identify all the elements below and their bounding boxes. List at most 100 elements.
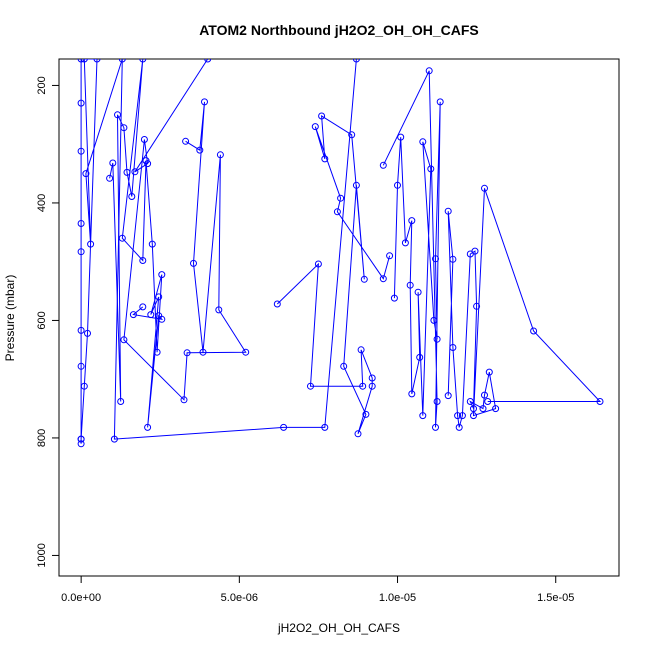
data-point (481, 184, 488, 192)
data-point (190, 259, 197, 267)
data-point (352, 181, 360, 189)
data-point (77, 362, 85, 370)
data-point (430, 316, 438, 324)
data-point (114, 111, 121, 119)
series-line (382, 70, 441, 428)
data-point (80, 59, 88, 63)
data-point (77, 147, 85, 155)
data-point (359, 382, 367, 390)
data-point (386, 252, 394, 260)
series-line (447, 188, 602, 428)
data-point (360, 275, 368, 283)
data-point (466, 398, 474, 405)
data-point (117, 398, 125, 405)
data-point (416, 353, 424, 361)
data-point (139, 257, 147, 264)
data-point (337, 194, 345, 202)
data-point (148, 240, 156, 248)
data-point (406, 281, 414, 289)
data-point (470, 412, 477, 420)
data-point (340, 362, 348, 370)
data-point (109, 159, 117, 167)
data-point (87, 240, 95, 248)
data-point (394, 181, 401, 189)
data-point (84, 329, 91, 337)
data-point (118, 234, 126, 242)
data-point (110, 435, 118, 443)
data-point (432, 423, 439, 431)
data-point (120, 124, 128, 132)
data-point (123, 168, 131, 176)
x-axis-label: jH2O2_OH_OH_CAFS (277, 621, 400, 635)
data-point (408, 217, 416, 225)
x-tick-label: 5.0e-06 (221, 592, 258, 604)
x-axis: 0.0e+00 5.0e-06 1.0e-05 1.5e-05 (61, 575, 574, 604)
data-point (77, 326, 85, 334)
data-point (485, 368, 493, 376)
data-point (425, 67, 433, 75)
data-point (379, 161, 387, 169)
data-point (471, 247, 479, 255)
data-point (354, 430, 362, 438)
data-point (454, 412, 462, 420)
data-point (147, 311, 155, 319)
data-point (321, 423, 329, 431)
series-5 (444, 184, 604, 431)
data-point (321, 155, 329, 163)
series-line (123, 59, 247, 401)
data-point (318, 112, 326, 120)
data-point (139, 59, 147, 63)
data-point (204, 59, 212, 63)
data-point (408, 390, 416, 398)
data-point (444, 392, 452, 400)
data-point (77, 220, 85, 227)
data-point (183, 349, 191, 357)
data-point (77, 99, 85, 107)
series-4 (379, 67, 444, 431)
data-point (479, 405, 487, 413)
series-line (109, 59, 164, 428)
data-point (139, 303, 147, 311)
data-point (449, 255, 457, 263)
data-point (199, 348, 207, 356)
data-point (273, 300, 281, 308)
data-point (390, 294, 398, 302)
data-point (379, 275, 387, 283)
data-point (484, 398, 492, 405)
y-axis: 200 400 600 800 1000 (36, 76, 60, 568)
data-point (80, 382, 88, 390)
data-point (314, 260, 322, 268)
data-point (473, 302, 481, 310)
data-point (449, 344, 457, 351)
data-point (201, 98, 208, 106)
y-tick-label: 400 (36, 194, 48, 212)
data-point (436, 98, 444, 106)
data-point (419, 138, 427, 146)
series-line (80, 59, 357, 444)
data-point (120, 336, 128, 344)
data-point (144, 423, 152, 431)
x-tick-label: 0.0e+00 (61, 592, 101, 604)
data-point (433, 335, 441, 343)
data-point (307, 382, 314, 390)
data-point (427, 165, 435, 173)
series-2 (120, 59, 250, 404)
data-point (144, 160, 152, 168)
data-point (128, 193, 136, 200)
data-point (106, 174, 114, 182)
data-point (397, 133, 405, 141)
data-point (368, 374, 376, 382)
data-point (419, 412, 427, 420)
data-point (118, 59, 126, 63)
data-point (414, 288, 422, 296)
y-tick-label: 800 (36, 429, 48, 447)
data-point (77, 435, 85, 443)
data-point (153, 348, 161, 356)
data-point (196, 146, 204, 154)
data-point (433, 398, 441, 405)
data-point (352, 59, 360, 63)
data-point (129, 311, 137, 319)
data-point (481, 391, 488, 399)
data-point (158, 315, 166, 323)
